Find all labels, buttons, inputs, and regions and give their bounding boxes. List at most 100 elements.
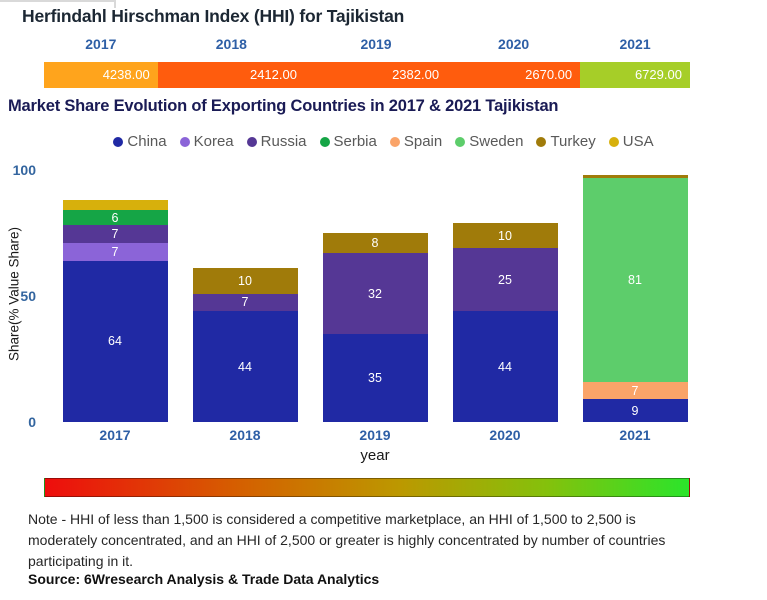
segment-china-2017[interactable]: 64 — [62, 260, 168, 422]
segment-value-label: 9 — [631, 403, 639, 418]
bar-2020: 44 25 10 — [452, 222, 558, 422]
segment-value-label: 10 — [498, 228, 512, 243]
bar-2018: 44 7 10 — [192, 268, 298, 422]
x-axis-title: year — [360, 447, 390, 464]
window-edge-decoration — [0, 0, 116, 8]
legend-item-china[interactable]: China — [113, 133, 167, 150]
segment-value-label: 7 — [241, 295, 249, 310]
segment-value-label: 35 — [368, 370, 382, 385]
legend-item-spain[interactable]: Spain — [389, 133, 443, 150]
segment-turkey-2020[interactable]: 10 — [452, 222, 558, 249]
legend-dot-icon — [455, 136, 466, 147]
x-axis-ticks: 2017 2018 2019 2020 2021 — [50, 427, 700, 445]
legend-label: Serbia — [333, 133, 377, 150]
x-tick-2017: 2017 — [99, 427, 131, 443]
segment-value-label: 81 — [628, 272, 642, 287]
legend-item-russia[interactable]: Russia — [246, 133, 307, 150]
hhi-segment-2017[interactable]: 4238.00 — [44, 62, 158, 88]
legend-label: Sweden — [469, 133, 524, 150]
chart-title: Market Share Evolution of Exporting Coun… — [8, 97, 559, 115]
stacked-bar-plot: 64 7 7 6 44 7 10 35 32 8 44 25 10 9 7 81 — [50, 170, 700, 422]
segment-russia-2017[interactable]: 7 — [62, 225, 168, 244]
hhi-segment-2018[interactable]: 2412.00 — [157, 62, 305, 88]
legend-dot-icon — [536, 136, 547, 147]
segment-value-label: 8 — [371, 236, 379, 251]
x-tick-2020: 2020 — [489, 427, 521, 443]
legend-label: Turkey — [550, 133, 596, 150]
y-axis-ticks: 0 50 100 — [0, 162, 44, 430]
segment-serbia-2017[interactable]: 6 — [62, 210, 168, 226]
hhi-year-label-2018: 2018 — [215, 36, 247, 52]
note-text: Note - HHI of less than 1,500 is conside… — [28, 511, 666, 569]
legend-label: Russia — [260, 133, 307, 150]
legend-dot-icon — [389, 136, 400, 147]
segment-china-2018[interactable]: 44 — [192, 311, 298, 422]
x-tick-2021: 2021 — [619, 427, 651, 443]
legend-label: Korea — [193, 133, 234, 150]
legend-item-korea[interactable]: Korea — [179, 133, 234, 150]
segment-russia-2018[interactable]: 7 — [192, 293, 298, 312]
hhi-value-label: 2670.00 — [525, 67, 573, 82]
legend-dot-icon — [608, 136, 619, 147]
segment-value-label: 7 — [631, 383, 639, 398]
segment-value-label: 25 — [498, 272, 512, 287]
segment-china-2021[interactable]: 9 — [582, 399, 688, 422]
legend-item-usa[interactable]: USA — [608, 133, 654, 150]
segment-value-label: 44 — [498, 359, 512, 374]
bar-2021: 9 7 81 — [582, 175, 688, 422]
hhi-value-label: 6729.00 — [634, 67, 682, 82]
x-tick-2018: 2018 — [229, 427, 261, 443]
segment-value-label: 6 — [111, 210, 119, 225]
segment-value-label: 32 — [368, 286, 382, 301]
legend-dot-icon — [246, 136, 257, 147]
bar-2017: 64 7 7 6 — [62, 200, 168, 422]
legend-dot-icon — [113, 136, 124, 147]
y-tick-50: 50 — [20, 288, 36, 304]
hhi-segment-2019[interactable]: 2382.00 — [304, 62, 448, 88]
segment-value-label: 7 — [111, 244, 119, 259]
segment-turkey-2018[interactable]: 10 — [192, 268, 298, 294]
hhi-segment-2020[interactable]: 2670.00 — [447, 62, 581, 88]
hhi-gradient-scale — [44, 478, 690, 497]
legend-dot-icon — [179, 136, 190, 147]
segment-china-2020[interactable]: 44 — [452, 311, 558, 422]
legend-label: China — [127, 133, 167, 150]
segment-usa-2017[interactable] — [62, 200, 168, 211]
segment-value-label: 7 — [111, 227, 119, 242]
hhi-year-label-2021: 2021 — [619, 36, 651, 52]
segment-russia-2019[interactable]: 32 — [322, 253, 428, 334]
hhi-value-label: 4238.00 — [102, 67, 150, 82]
legend-label: Spain — [403, 133, 443, 150]
hhi-title: Herfindahl Hirschman Index (HHI) for Taj… — [22, 6, 405, 26]
legend-item-serbia[interactable]: Serbia — [319, 133, 377, 150]
hhi-year-label-2017: 2017 — [85, 36, 117, 52]
chart-legend: China Korea Russia Serbia Spain Sweden Turkey U… — [0, 133, 767, 150]
segment-value-label: 10 — [238, 273, 252, 288]
x-tick-2019: 2019 — [359, 427, 391, 443]
hhi-value-bar: 4238.00 2412.00 2382.00 2670.00 6729.00 — [44, 62, 690, 88]
hhi-year-label-2019: 2019 — [360, 36, 392, 52]
segment-value-label: 64 — [108, 334, 122, 349]
legend-item-turkey[interactable]: Turkey — [536, 133, 596, 150]
source-text: Source: 6Wresearch Analysis & Trade Data… — [28, 571, 380, 587]
bar-2019: 35 32 8 — [322, 233, 428, 422]
segment-russia-2020[interactable]: 25 — [452, 248, 558, 312]
segment-sweden-2021[interactable]: 81 — [582, 177, 688, 382]
y-tick-100: 100 — [12, 162, 36, 178]
segment-korea-2017[interactable]: 7 — [62, 243, 168, 261]
legend-item-sweden[interactable]: Sweden — [455, 133, 523, 150]
segment-turkey-2019[interactable]: 8 — [322, 233, 428, 254]
hhi-value-label: 2382.00 — [392, 67, 440, 82]
segment-china-2019[interactable]: 35 — [322, 333, 428, 422]
hhi-segment-2021[interactable]: 6729.00 — [580, 62, 690, 88]
segment-turkey-2021[interactable] — [582, 175, 688, 178]
legend-dot-icon — [319, 136, 330, 147]
hhi-year-label-2020: 2020 — [498, 36, 530, 52]
segment-spain-2021[interactable]: 7 — [582, 381, 688, 400]
y-tick-0: 0 — [28, 414, 36, 430]
segment-value-label: 44 — [238, 359, 252, 374]
hhi-year-header: 2017 2018 2019 2020 2021 — [44, 36, 690, 52]
legend-label: USA — [622, 133, 654, 150]
hhi-value-label: 2412.00 — [249, 67, 297, 82]
